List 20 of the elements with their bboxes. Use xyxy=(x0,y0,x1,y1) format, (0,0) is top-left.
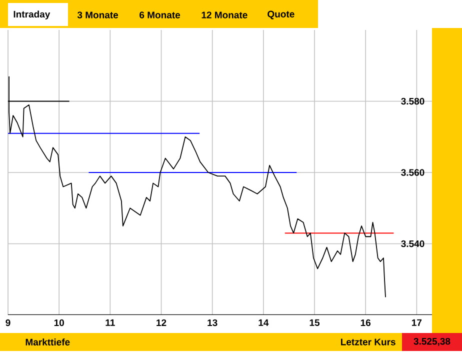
x-tick-label: 9 xyxy=(6,319,10,326)
x-tick-label: 11 xyxy=(106,319,115,326)
x-tick-label: 16 xyxy=(360,319,371,326)
y-tick-label: 3.560 xyxy=(401,169,424,176)
text: 3.525,38 xyxy=(414,338,450,346)
text: 6 Monate xyxy=(140,12,180,18)
x-tick-label: 10 xyxy=(54,319,64,326)
text: Intraday xyxy=(14,10,50,20)
x-tick-label: 15 xyxy=(310,319,320,326)
x-tick-label: 17 xyxy=(412,319,422,326)
text: 3 Monate xyxy=(77,12,118,18)
y-tick-label: 3.580 xyxy=(401,98,424,105)
text: Letzter Kurs xyxy=(341,338,396,346)
text: Markttiefe xyxy=(26,338,70,346)
y-tick-label: 3.540 xyxy=(401,240,424,248)
text: Quote xyxy=(268,10,294,20)
x-tick-label: 13 xyxy=(208,319,218,326)
x-tick-label: 12 xyxy=(156,319,166,326)
x-tick-label: 14 xyxy=(258,319,269,326)
text: 12 Monate xyxy=(202,12,248,18)
